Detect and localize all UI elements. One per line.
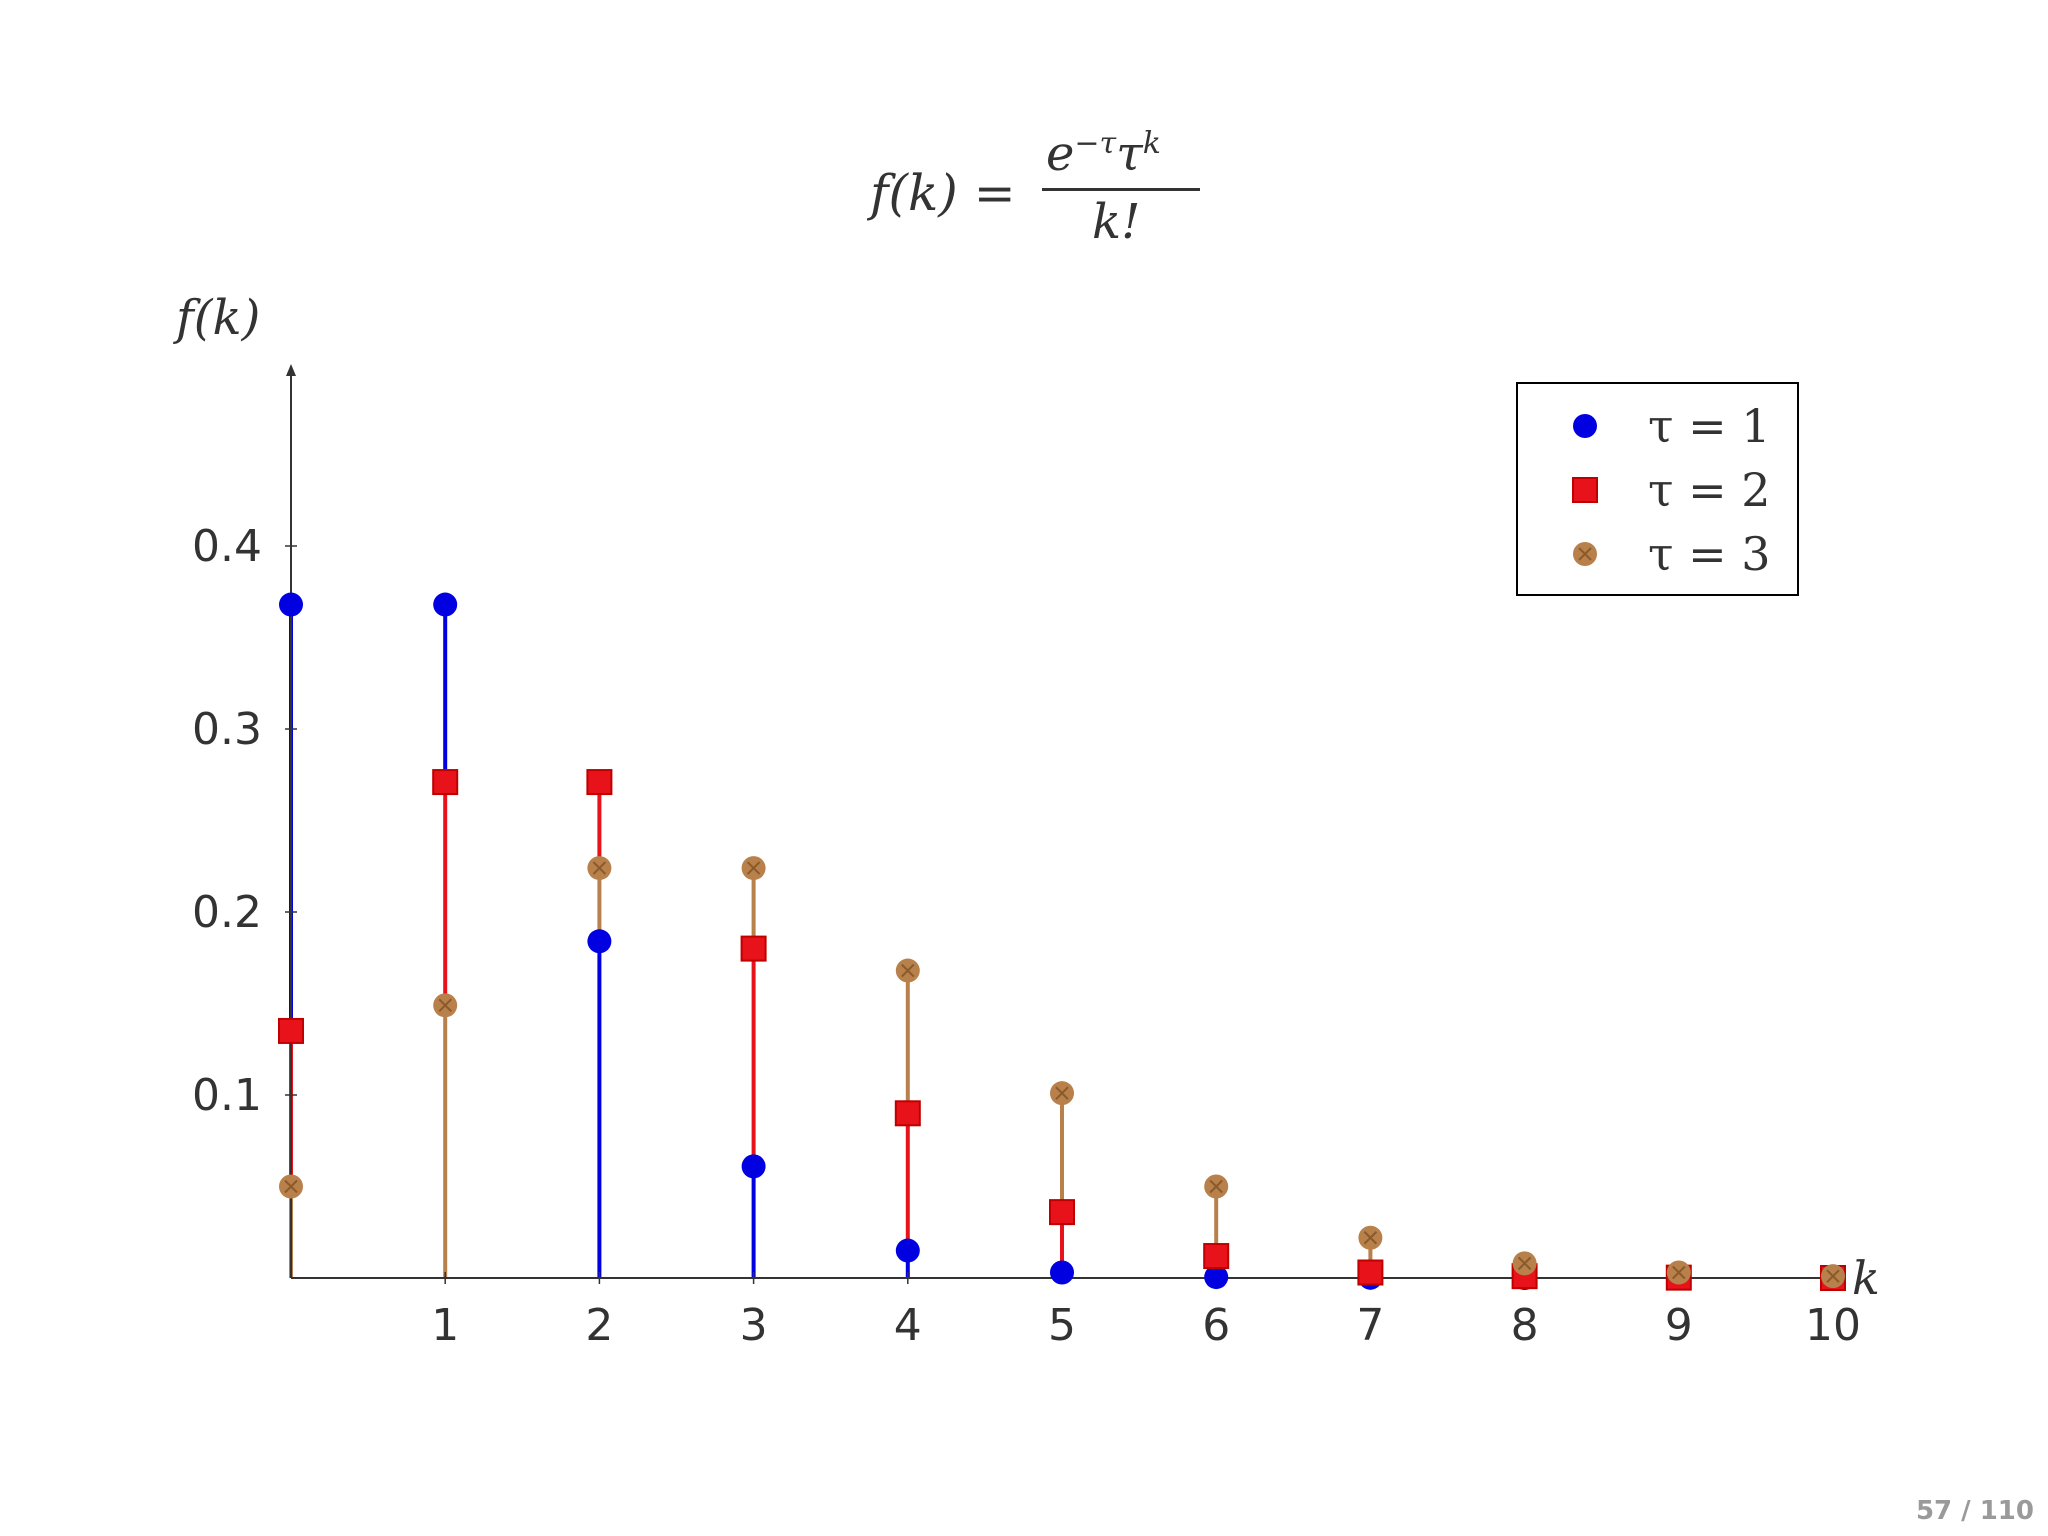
point-series3-k10 xyxy=(1821,1264,1845,1289)
y-tick-label-0.4: 0.4 xyxy=(192,521,262,572)
point-series3-k8 xyxy=(1512,1251,1537,1276)
y-tick-label-0.1: 0.1 xyxy=(192,1070,262,1121)
point-series1-k5 xyxy=(1050,1260,1074,1285)
x-tick-label-1: 1 xyxy=(431,1300,459,1351)
point-series3-k7 xyxy=(1358,1225,1383,1250)
point-series1-k3 xyxy=(741,1154,766,1179)
legend-label-series2: τ = 2 xyxy=(1648,463,1771,517)
formula-exponent-2: k xyxy=(1142,126,1161,161)
formula-lhs: f(k) = xyxy=(870,164,1016,222)
legend-marker-series2 xyxy=(1572,477,1598,503)
x-tick-label-2: 2 xyxy=(585,1300,613,1351)
x-tick-label-8: 8 xyxy=(1511,1300,1539,1351)
point-series2-k1 xyxy=(432,769,459,796)
x-tick-label-4: 4 xyxy=(894,1300,922,1351)
legend-label-series1: τ = 1 xyxy=(1648,399,1771,453)
point-series2-k5 xyxy=(1049,1199,1075,1226)
legend-box xyxy=(1516,382,1799,596)
x-tick-label-9: 9 xyxy=(1665,1300,1693,1351)
point-series2-k4 xyxy=(894,1100,921,1127)
point-series1-k0 xyxy=(279,592,303,617)
formula-fraction-bar xyxy=(1042,188,1200,191)
point-series2-k6 xyxy=(1203,1243,1230,1270)
formula-exponent-1: −τ xyxy=(1074,126,1117,161)
x-tick-label-3: 3 xyxy=(740,1300,768,1351)
point-series2-k7 xyxy=(1357,1259,1384,1286)
point-series3-k2 xyxy=(587,856,612,881)
formula-denominator: k! xyxy=(1092,194,1141,250)
x-tick-label-6: 6 xyxy=(1202,1300,1230,1351)
x-axis-label: k xyxy=(1852,1251,1880,1305)
page-number: 57 / 110 xyxy=(1915,1496,2034,1526)
point-series3-k1 xyxy=(433,993,458,1018)
point-series3-k0 xyxy=(279,1174,303,1199)
x-tick-label-5: 5 xyxy=(1048,1300,1076,1351)
formula-numerator: e−ττk xyxy=(1046,126,1161,182)
legend-marker-series3 xyxy=(1573,542,1597,566)
point-series3-k6 xyxy=(1204,1174,1229,1199)
point-series1-k2 xyxy=(587,929,612,954)
point-series3-k9 xyxy=(1666,1260,1691,1285)
y-tick-label-0.3: 0.3 xyxy=(192,704,262,755)
point-series1-k1 xyxy=(433,592,458,617)
legend-marker-series1 xyxy=(1573,414,1597,438)
y-tick-label-0.2: 0.2 xyxy=(192,887,262,938)
point-series3-k5 xyxy=(1050,1081,1074,1106)
point-series2-k0 xyxy=(278,1017,304,1044)
legend-label-series3: τ = 3 xyxy=(1648,527,1771,581)
point-series1-k6 xyxy=(1204,1265,1229,1290)
y-axis-label: f(k) xyxy=(173,290,260,346)
point-series2-k2 xyxy=(586,769,613,796)
point-series3-k3 xyxy=(741,856,766,881)
x-tick-label-10: 10 xyxy=(1805,1300,1861,1351)
formula-tau: τ xyxy=(1116,126,1143,182)
point-series1-k4 xyxy=(895,1238,920,1263)
point-series3-k4 xyxy=(895,958,920,983)
x-tick-label-7: 7 xyxy=(1356,1300,1384,1351)
point-series2-k3 xyxy=(740,935,767,962)
formula-base: e xyxy=(1046,126,1075,182)
